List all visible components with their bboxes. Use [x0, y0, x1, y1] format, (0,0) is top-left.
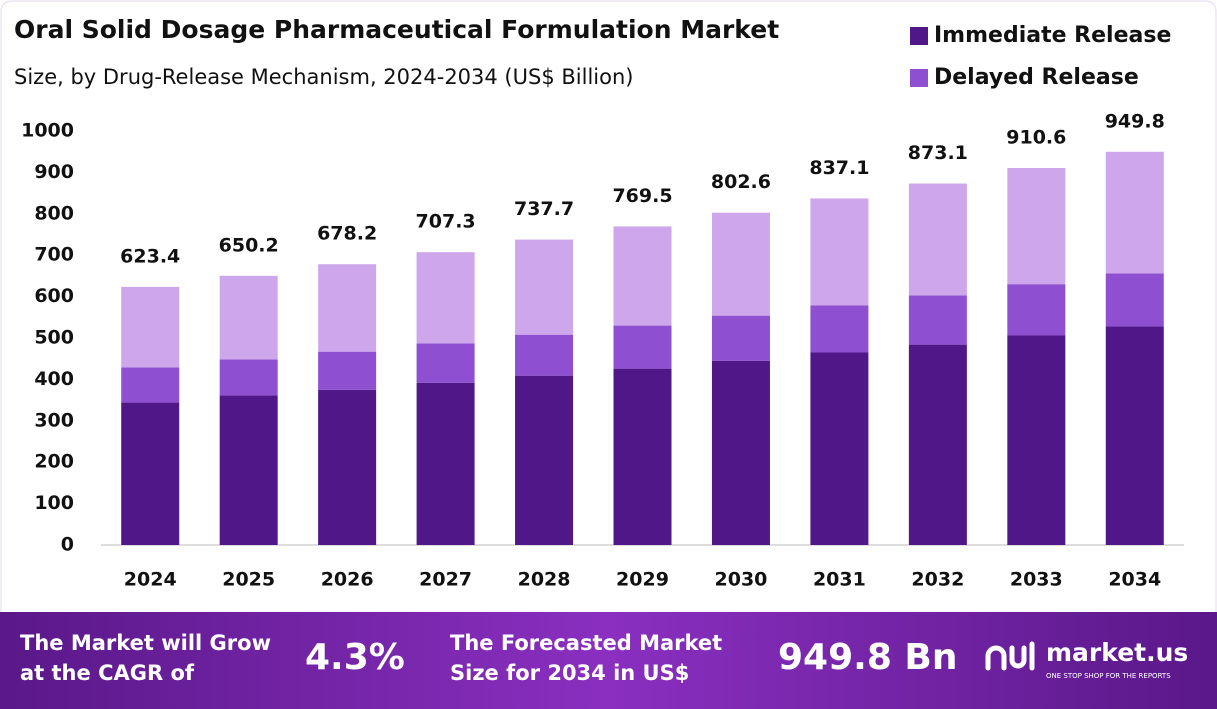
bar-segment	[711, 212, 770, 316]
total-label: 678.2	[317, 223, 377, 245]
total-label: 837.1	[809, 157, 869, 179]
total-label: 802.6	[711, 171, 771, 193]
total-label: 949.8	[1105, 110, 1165, 132]
bar-segment	[810, 198, 869, 306]
bar-segment	[318, 351, 377, 390]
bar-segment	[121, 286, 180, 368]
bar-segment	[711, 315, 770, 361]
cagr-value: 4.3%	[305, 637, 405, 678]
bar-segment	[908, 295, 967, 345]
y-tick-label: 1000	[21, 120, 74, 142]
legend-swatch	[910, 27, 928, 45]
bar-segment	[219, 275, 278, 360]
bar-segment	[1007, 284, 1066, 336]
brand: market.us	[1046, 638, 1188, 667]
bar-segment	[121, 402, 180, 545]
y-tick-label: 800	[34, 202, 74, 224]
x-tick-label: 2024	[124, 569, 177, 591]
y-tick-label: 600	[34, 285, 74, 307]
y-tick-label: 300	[34, 409, 74, 431]
y-tick-label: 400	[34, 368, 74, 390]
chart-title: Oral Solid Dosage Pharmaceutical Formula…	[14, 15, 779, 44]
x-tick-label: 2032	[911, 569, 964, 591]
y-tick-label: 200	[34, 451, 74, 473]
x-tick-label: 2028	[518, 569, 571, 591]
total-label: 707.3	[416, 211, 476, 233]
x-tick-label: 2033	[1010, 569, 1063, 591]
bar-segment	[908, 344, 967, 545]
size-label: Size for 2034 in US$	[450, 661, 689, 685]
x-tick-label: 2034	[1108, 569, 1161, 591]
bar-segment	[711, 360, 770, 545]
y-tick-label: 700	[34, 244, 74, 266]
total-label: 737.7	[514, 198, 574, 220]
bar-segment	[121, 367, 180, 403]
total-label: 910.6	[1006, 127, 1066, 149]
total-label: 650.2	[219, 234, 279, 256]
legend-label: Immediate Release	[934, 23, 1171, 48]
brand-logo	[985, 641, 1035, 671]
bar-segment	[613, 368, 672, 545]
y-tick-label: 900	[34, 161, 74, 183]
bar-segment	[416, 343, 475, 383]
bar-segment	[318, 264, 377, 352]
legend-label: Delayed Release	[934, 65, 1139, 90]
legend-swatch	[910, 69, 928, 87]
x-tick-label: 2025	[222, 569, 275, 591]
y-tick-label: 100	[34, 492, 74, 514]
bar-segment	[1007, 335, 1066, 545]
bar-segment	[1105, 151, 1164, 274]
bar-segment	[515, 334, 574, 376]
bar-segment	[515, 375, 574, 545]
bar-segment	[318, 389, 377, 545]
chart-subtitle: Size, by Drug-Release Mechanism, 2024-20…	[14, 65, 633, 89]
tagline: ONE STOP SHOP FOR THE REPORTS	[1046, 672, 1171, 680]
bar-segment	[613, 226, 672, 326]
x-tick-label: 2027	[419, 569, 472, 591]
x-tick-label: 2026	[321, 569, 374, 591]
cagr-label: at the CAGR of	[20, 661, 195, 685]
x-tick-label: 2029	[616, 569, 669, 591]
cagr-label: The Market will Grow	[20, 631, 271, 655]
bar-segment	[416, 382, 475, 545]
total-label: 769.5	[612, 185, 672, 207]
bar-segment	[810, 305, 869, 353]
x-tick-label: 2030	[715, 569, 768, 591]
bar-segment	[810, 352, 869, 545]
bar-segment	[1105, 326, 1164, 545]
bar-segment	[219, 395, 278, 545]
size-label: The Forecasted Market	[450, 631, 722, 655]
size-value: 949.8 Bn	[778, 637, 957, 678]
x-tick-label: 2031	[813, 569, 866, 591]
bar-segment	[613, 325, 672, 369]
bar-segment	[1007, 168, 1066, 285]
y-tick-label: 0	[61, 534, 74, 556]
bar-segment	[416, 252, 475, 344]
bar-segment	[219, 359, 278, 396]
bar-segment	[1105, 273, 1164, 327]
y-tick-label: 500	[34, 327, 74, 349]
total-label: 873.1	[908, 142, 968, 164]
bar-segment	[515, 239, 574, 335]
bar-segment	[908, 183, 967, 296]
total-label: 623.4	[120, 245, 180, 267]
